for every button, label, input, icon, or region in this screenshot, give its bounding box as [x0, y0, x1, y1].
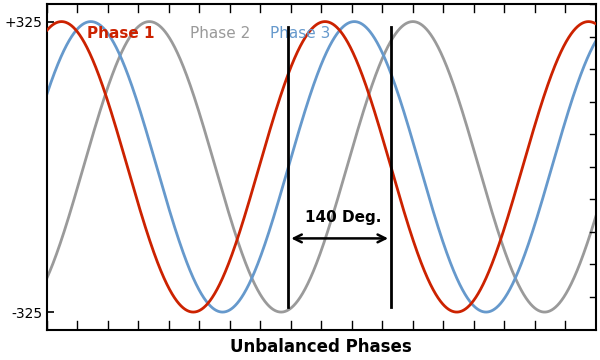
- Text: Phase 2: Phase 2: [190, 26, 250, 41]
- X-axis label: Unbalanced Phases: Unbalanced Phases: [230, 338, 412, 356]
- Text: Phase 3: Phase 3: [270, 26, 331, 41]
- Text: Phase 1: Phase 1: [87, 26, 155, 41]
- Text: 140 Deg.: 140 Deg.: [305, 210, 382, 225]
